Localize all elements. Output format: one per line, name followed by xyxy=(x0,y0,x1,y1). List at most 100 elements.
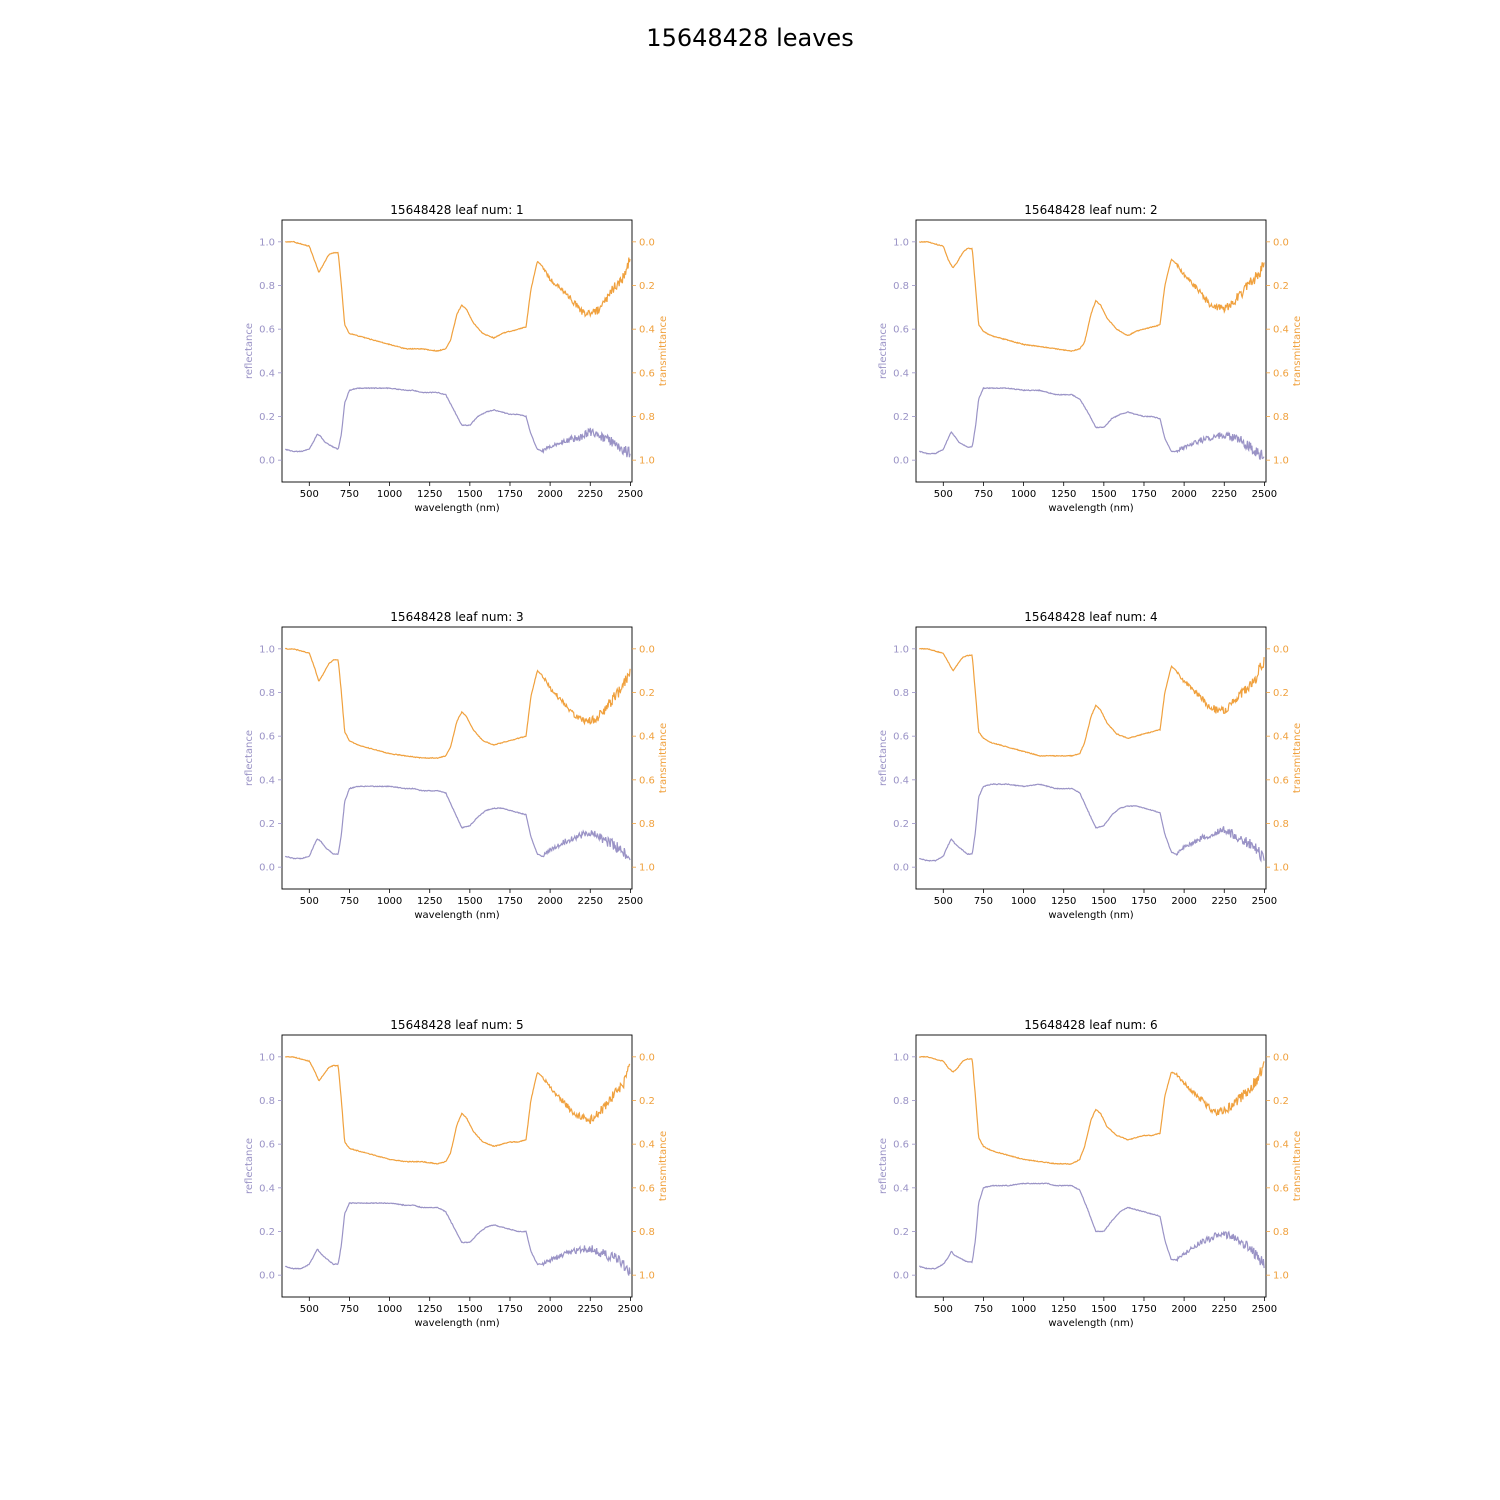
x-tick-label: 1500 xyxy=(1091,896,1116,907)
x-axis-label: wavelength (nm) xyxy=(414,503,499,514)
y2-tick-label: 1.0 xyxy=(1273,863,1289,874)
x-tick-label: 750 xyxy=(340,489,359,500)
y2-axis-label: transmittance xyxy=(1292,316,1303,386)
transmittance-line xyxy=(919,647,1265,757)
y2-tick-label: 0.0 xyxy=(1273,1052,1289,1063)
reflectance-line xyxy=(919,1182,1265,1270)
x-axis-label: wavelength (nm) xyxy=(1048,910,1133,921)
x-tick-label: 1750 xyxy=(497,896,522,907)
y2-tick-label: 0.8 xyxy=(1273,819,1289,830)
subplot-title: 15648428 leaf num: 6 xyxy=(1024,1018,1157,1032)
x-tick-label: 2250 xyxy=(1212,896,1237,907)
x-tick-label: 1500 xyxy=(1091,1304,1116,1315)
x-tick-label: 2250 xyxy=(578,896,603,907)
x-tick-label: 2000 xyxy=(1171,489,1196,500)
y-tick-label: 0.2 xyxy=(259,412,275,423)
x-tick-label: 2500 xyxy=(618,489,643,500)
plot-frame xyxy=(281,1034,633,1298)
y2-tick-label: 0.8 xyxy=(639,819,655,830)
y-axis-label: reflectance xyxy=(878,323,889,379)
y2-tick-label: 0.4 xyxy=(639,325,655,336)
x-tick-label: 2500 xyxy=(1252,1304,1277,1315)
y-tick-label: 1.0 xyxy=(259,237,275,248)
x-tick-label: 2000 xyxy=(537,1304,562,1315)
y-tick-label: 1.0 xyxy=(259,644,275,655)
y2-tick-label: 0.4 xyxy=(639,732,655,743)
y2-axis-label: transmittance xyxy=(658,316,669,386)
x-tick-label: 1750 xyxy=(497,489,522,500)
y2-tick-label: 0.2 xyxy=(1273,688,1289,699)
y-tick-label: 1.0 xyxy=(893,1052,909,1063)
x-tick-label: 2250 xyxy=(578,1304,603,1315)
x-tick-label: 1000 xyxy=(1011,1304,1036,1315)
transmittance-line xyxy=(919,1055,1265,1165)
y2-axis-label: transmittance xyxy=(1292,723,1303,793)
y2-tick-label: 0.6 xyxy=(639,775,655,786)
y2-tick-label: 0.0 xyxy=(639,237,655,248)
y-tick-label: 0.0 xyxy=(893,863,909,874)
y2-tick-label: 0.8 xyxy=(1273,412,1289,423)
y-tick-label: 0.4 xyxy=(259,775,275,786)
plot-frame xyxy=(281,626,633,890)
y-axis-label: reflectance xyxy=(878,1138,889,1194)
y-axis-label: reflectance xyxy=(878,730,889,786)
reflectance-line xyxy=(919,386,1265,460)
x-tick-label: 1750 xyxy=(1131,489,1156,500)
x-tick-label: 1000 xyxy=(377,1304,402,1315)
y2-tick-label: 1.0 xyxy=(1273,1271,1289,1282)
x-tick-label: 1000 xyxy=(1011,489,1036,500)
x-tick-label: 2250 xyxy=(1212,1304,1237,1315)
x-tick-label: 1500 xyxy=(457,489,482,500)
y2-axis-label: transmittance xyxy=(658,1131,669,1201)
x-tick-label: 1250 xyxy=(1051,1304,1076,1315)
y-tick-label: 0.4 xyxy=(259,1183,275,1194)
transmittance-line xyxy=(285,1055,631,1165)
x-tick-label: 1000 xyxy=(1011,896,1036,907)
reflectance-line xyxy=(918,783,1265,863)
y2-tick-label: 1.0 xyxy=(639,456,655,467)
x-tick-label: 1750 xyxy=(497,1304,522,1315)
subplot-1: 500 750 1000 1250 1500 1750 2000 2250 2500 0.0 0.2… xyxy=(244,203,669,514)
y2-tick-label: 1.0 xyxy=(1273,456,1289,467)
x-axis-label: wavelength (nm) xyxy=(414,1318,499,1329)
y-tick-label: 1.0 xyxy=(893,644,909,655)
x-tick-label: 2500 xyxy=(618,1304,643,1315)
x-tick-label: 750 xyxy=(340,896,359,907)
x-tick-label: 2250 xyxy=(578,489,603,500)
subplot-title: 15648428 leaf num: 3 xyxy=(390,610,523,624)
x-tick-label: 2000 xyxy=(537,489,562,500)
y2-tick-label: 0.4 xyxy=(1273,325,1289,336)
subplot-title: 15648428 leaf num: 5 xyxy=(390,1018,523,1032)
y-axis-label: reflectance xyxy=(244,323,255,379)
plot-frame xyxy=(915,219,1267,483)
y2-tick-label: 0.2 xyxy=(639,1096,655,1107)
y2-tick-label: 0.0 xyxy=(1273,237,1289,248)
y-tick-label: 0.8 xyxy=(893,281,909,292)
y2-axis-label: transmittance xyxy=(1292,1131,1303,1201)
y-tick-label: 0.2 xyxy=(893,412,909,423)
y2-tick-label: 0.6 xyxy=(1273,368,1289,379)
transmittance-line xyxy=(919,240,1265,353)
x-axis-label: wavelength (nm) xyxy=(414,910,499,921)
x-tick-label: 1500 xyxy=(457,1304,482,1315)
y-tick-label: 0.6 xyxy=(893,1140,909,1151)
y2-tick-label: 0.6 xyxy=(639,1183,655,1194)
x-tick-label: 1000 xyxy=(377,489,402,500)
y2-tick-label: 0.2 xyxy=(639,281,655,292)
y-axis-label: reflectance xyxy=(244,1138,255,1194)
x-tick-label: 2000 xyxy=(537,896,562,907)
y2-tick-label: 0.4 xyxy=(1273,732,1289,743)
y-tick-label: 0.8 xyxy=(259,281,275,292)
x-axis-label: wavelength (nm) xyxy=(1048,503,1133,514)
subplot-4: 500 750 1000 1250 1500 1750 2000 2250 2500 0.0 0.2… xyxy=(878,610,1303,921)
subplot-2: 500 750 1000 1250 1500 1750 2000 2250 2500 0.0 0.2… xyxy=(878,203,1303,514)
x-tick-label: 750 xyxy=(974,1304,993,1315)
y2-tick-label: 0.2 xyxy=(639,688,655,699)
y-tick-label: 0.4 xyxy=(259,368,275,379)
y-tick-label: 0.0 xyxy=(259,863,275,874)
x-tick-label: 1500 xyxy=(457,896,482,907)
plot-frame xyxy=(915,626,1267,890)
y2-tick-label: 0.2 xyxy=(1273,1096,1289,1107)
y2-tick-label: 1.0 xyxy=(639,863,655,874)
y2-tick-label: 0.6 xyxy=(639,368,655,379)
